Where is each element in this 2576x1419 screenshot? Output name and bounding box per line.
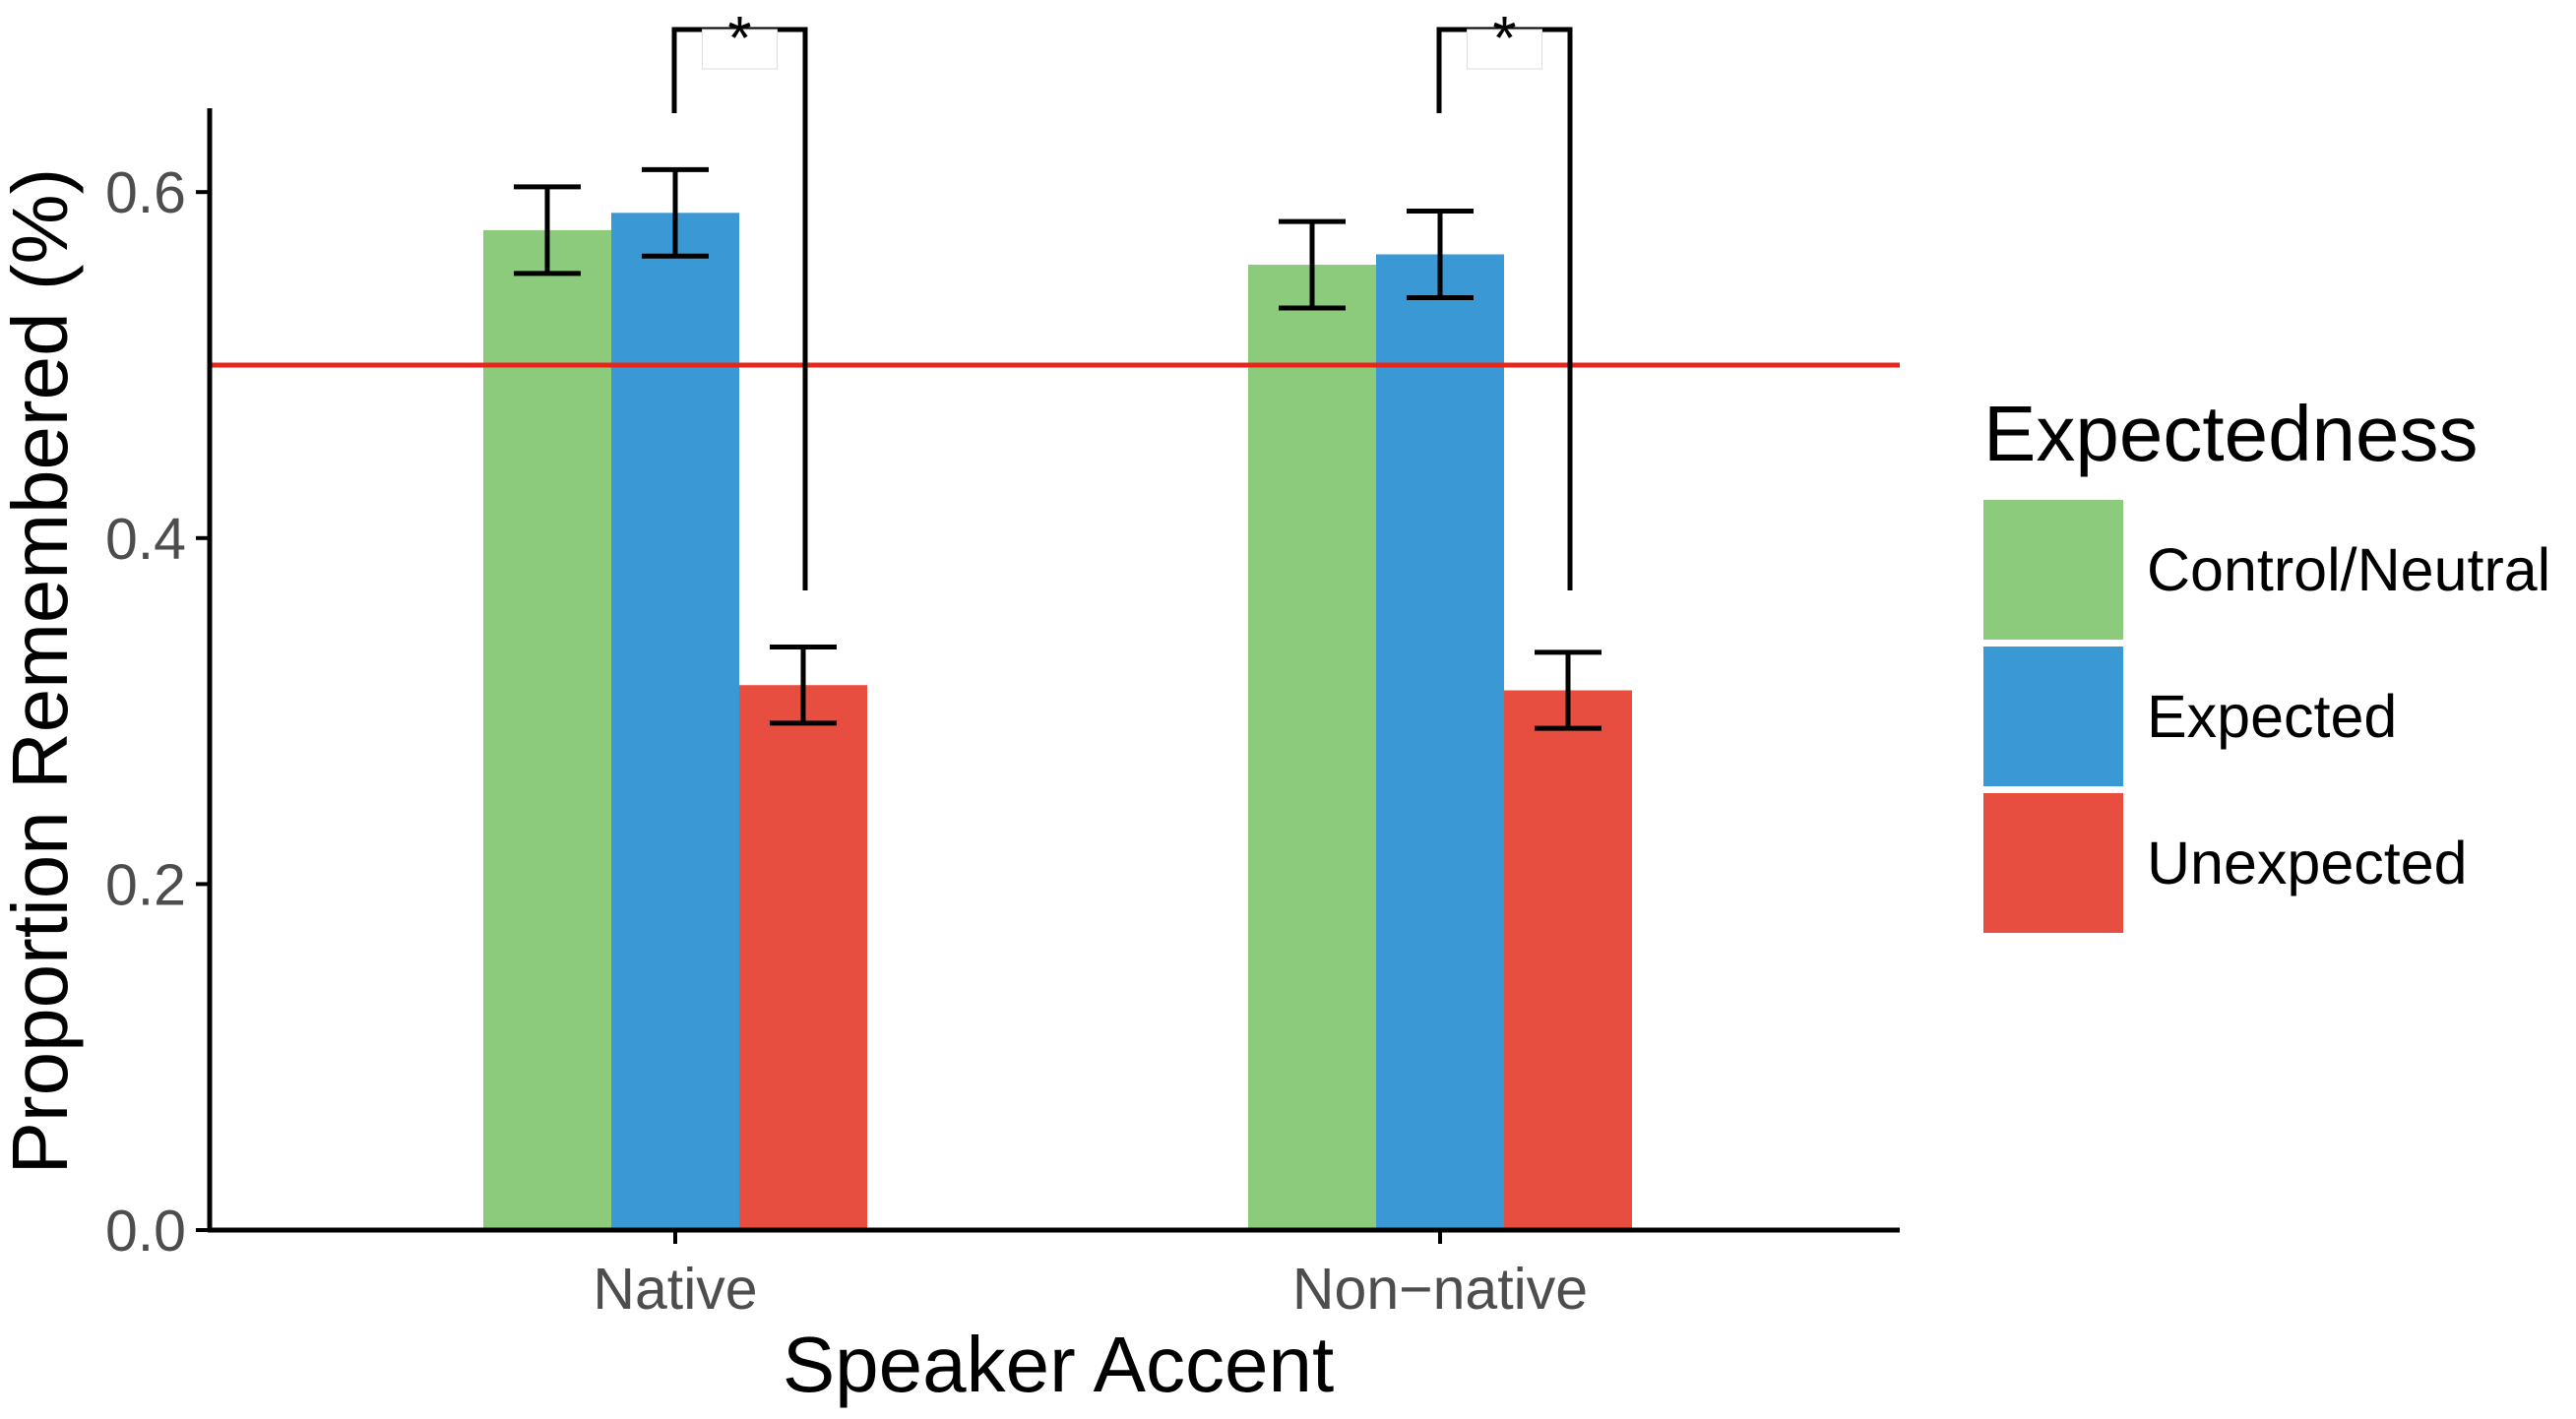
error-bar-2-0 bbox=[770, 645, 837, 726]
legend-title: Expectedness bbox=[1983, 390, 2479, 477]
legend-key-unexpected bbox=[1983, 793, 2123, 933]
bars-layer bbox=[483, 213, 1632, 1231]
bar-unexpected-1 bbox=[1504, 690, 1632, 1230]
y-tick-label-2: 0.4 bbox=[105, 507, 186, 572]
x-axis-title: Speaker Accent bbox=[783, 1321, 1334, 1408]
axes-layer bbox=[196, 108, 1900, 1244]
bar-expected-0 bbox=[611, 213, 739, 1230]
significance-star-1: * bbox=[1492, 5, 1516, 73]
error-bar-1-1 bbox=[1407, 209, 1474, 300]
legend-key-expected bbox=[1983, 647, 2123, 786]
error-bar-2-1 bbox=[1535, 649, 1602, 731]
bar-unexpected-0 bbox=[739, 685, 867, 1230]
x-tick-label-1: Non−native bbox=[1292, 1257, 1588, 1322]
legend-label-unexpected: Unexpected bbox=[2147, 830, 2468, 896]
bar-control-neutral-0 bbox=[483, 229, 611, 1231]
y-tick-label-1: 0.2 bbox=[105, 852, 186, 917]
error-bars-layer bbox=[514, 166, 1602, 731]
x-tick-label-0: Native bbox=[593, 1257, 757, 1322]
legend-label-control-neutral: Control/Neutral bbox=[2147, 536, 2550, 603]
bar-expected-1 bbox=[1376, 254, 1504, 1230]
significance-label-box-0 bbox=[702, 29, 778, 70]
significance-label-box-1 bbox=[1467, 29, 1542, 70]
significance-layer: * * bbox=[671, 5, 1573, 590]
legend-key-control-neutral bbox=[1983, 500, 2123, 640]
error-bar-1-0 bbox=[642, 166, 709, 259]
y-tick-label-3: 0.6 bbox=[105, 160, 186, 225]
bar-control-neutral-1 bbox=[1248, 265, 1376, 1230]
y-tick-label-0: 0.0 bbox=[105, 1199, 186, 1264]
error-bar-0-0 bbox=[514, 184, 581, 277]
y-axis-title: Proportion Remembered (%) bbox=[0, 168, 84, 1175]
significance-star-0: * bbox=[727, 5, 751, 73]
legend: Expectedness Control/Neutral Expected Unexp… bbox=[1983, 390, 2550, 933]
error-bar-0-1 bbox=[1279, 218, 1346, 311]
legend-label-expected: Expected bbox=[2147, 683, 2397, 750]
